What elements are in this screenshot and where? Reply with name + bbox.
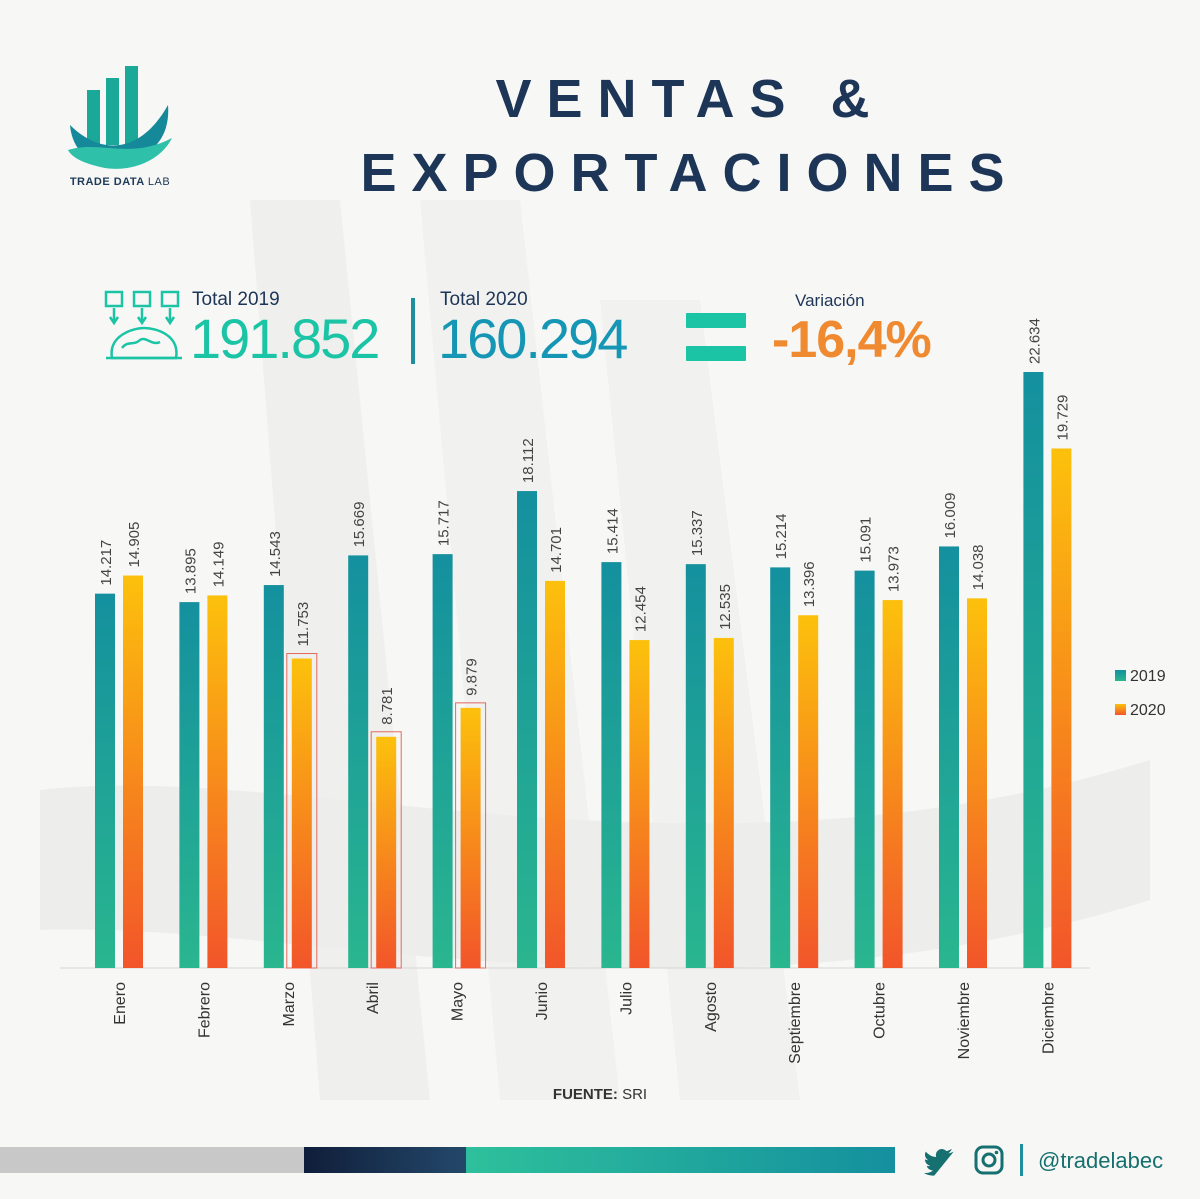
bar-2019-agosto [685,564,706,968]
bar-2020-septiembre [798,615,819,968]
bar-2020-enero [123,575,143,968]
legend-swatch-2020 [1115,704,1126,715]
bar-2019-junio [517,491,537,968]
data-label-2020-octubre: 13.973 [886,546,903,592]
legend-label-2019: 2019 [1130,668,1166,685]
instagram-icon[interactable] [974,1145,1004,1175]
category-label-junio: Junio [534,982,551,1020]
bar-2020-junio [545,580,565,968]
data-label-2019-septiembre: 15.214 [773,513,790,559]
title-line-2: EXPORTACIONES [360,143,1020,203]
total-2019-value: 191.852 [190,307,380,370]
bar-2020-marzo [291,658,312,968]
data-label-2020-enero: 14.905 [126,522,143,568]
category-label-abril: Abril [365,982,382,1014]
data-label-2019-mayo: 15.717 [436,500,453,546]
data-label-2020-diciembre: 19.729 [1054,395,1071,441]
data-label-2019-noviembre: 16.009 [942,493,959,539]
category-label-julio: Julio [618,982,635,1015]
category-label-octubre: Octubre [872,982,889,1039]
bar-2019-mayo [432,554,453,968]
category-label-diciembre: Diciembre [1040,982,1057,1054]
brand-name-bold: TRADE DATA [69,176,145,188]
data-label-2019-agosto: 15.337 [689,510,706,556]
data-label-2019-diciembre: 22.634 [1026,318,1043,364]
bar-2020-diciembre [1051,448,1072,969]
category-label-septiembre: Septiembre [787,982,804,1064]
bar-2020-agosto [713,637,734,968]
data-label-2020-abril: 8.781 [379,687,396,725]
source-label: FUENTE: [552,1086,618,1103]
data-label-2020-septiembre: 13.396 [801,561,818,607]
exports-globe-icon [104,290,182,360]
brand-name-light: LAB [147,176,171,188]
kpi-divider [411,298,415,364]
equals-sign-icon [686,313,746,363]
bar-2020-mayo [460,707,481,968]
data-label-2020-junio: 14.701 [548,527,565,573]
data-label-2020-marzo: 11.753 [295,602,312,647]
category-label-mayo: Mayo [450,982,467,1021]
twitter-icon[interactable] [924,1148,958,1176]
bar-2019-febrero [179,602,200,968]
data-label-2019-octubre: 15.091 [858,517,875,563]
data-label-2020-mayo: 9.879 [464,658,481,696]
page-title: VENTAS & EXPORTACIONES [250,62,1130,210]
bar-2020-octubre [882,600,903,968]
bar-2020-febrero [207,595,228,968]
bar-chart: 14.217 14.905 Enero 13.895 14.149 Febrero 14.5… [60,318,1166,1064]
data-label-2019-julio: 15.414 [604,508,621,554]
brand-name: TRADE DATA LAB [60,176,180,188]
data-label-2020-noviembre: 14.038 [970,544,987,590]
category-label-noviembre: Noviembre [956,982,973,1059]
bar-2019-enero [95,593,115,968]
bar-2020-julio [629,640,650,968]
category-label-marzo: Marzo [281,982,298,1027]
bar-2019-julio [601,562,622,968]
total-2019-label: Total 2019 [192,289,280,310]
logo-mark-icon [68,66,172,169]
legend-label-2020: 2020 [1130,702,1166,719]
title-line-1: VENTAS & [495,69,885,129]
bar-2019-octubre [854,570,875,968]
bar-2019-diciembre [1023,372,1044,968]
data-label-2019-abril: 15.669 [351,502,368,548]
bar-2020-abril [376,736,397,968]
brand-logo: TRADE DATA LAB [60,60,190,200]
data-label-2019-enero: 14.217 [98,540,115,586]
legend-swatch-2019 [1115,670,1126,681]
total-2020-value: 160.294 [438,307,628,370]
variation-value: -16,4% [772,311,932,369]
category-label-agosto: Agosto [703,982,720,1032]
bar-2020-noviembre [967,598,987,968]
category-label-enero: Enero [112,982,129,1025]
social-links: @tradelabec [920,1140,1190,1180]
category-label-febrero: Febrero [196,982,213,1038]
bar-2019-septiembre [770,567,791,968]
data-label-2020-agosto: 12.535 [717,584,734,630]
data-label-2019-marzo: 14.543 [267,531,284,577]
social-handle[interactable]: @tradelabec [1038,1148,1164,1173]
bar-2019-marzo [263,585,284,968]
source-note: FUENTE: SRI [0,1086,1200,1103]
total-2020-label: Total 2020 [440,289,528,310]
source-value: SRI [622,1086,648,1103]
data-label-2019-febrero: 13.895 [182,548,199,594]
data-label-2019-junio: 18.112 [520,438,537,483]
footer-color-bar [0,1147,895,1173]
variation-label: Variación [795,291,865,310]
data-label-2020-febrero: 14.149 [210,542,227,588]
data-label-2020-julio: 12.454 [632,586,649,632]
social-divider [1020,1144,1023,1176]
bar-2019-noviembre [939,546,959,968]
bar-2019-abril [348,555,369,968]
